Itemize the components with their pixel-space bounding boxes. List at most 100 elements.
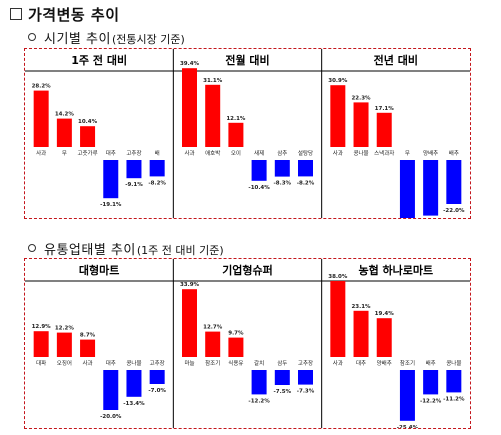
bar-category-label: 사과 — [184, 149, 194, 157]
bar-negative — [126, 160, 142, 179]
bar-category-label: 오이 — [231, 149, 241, 157]
bar-positive — [182, 68, 197, 147]
bar-negative — [274, 160, 290, 177]
chart-box-channel: 대형마트 12.9% 대파 12.2% 오징어 8.7% 사과 대추 -20.0% 콩나물 -13.… — [24, 258, 471, 429]
bar-category-label: 참조기 — [205, 359, 220, 367]
bar-value-label: -7.0% — [148, 388, 166, 394]
bar-negative — [423, 370, 439, 395]
bar-category-label: 무 — [62, 150, 67, 157]
bar-positive — [205, 84, 221, 147]
bar-value-label: -8.2% — [148, 180, 166, 186]
bar-positive — [330, 85, 346, 147]
bar-negative — [103, 160, 119, 199]
bar-category-label: 배추 — [449, 149, 459, 157]
bar-category-label: 대추 — [106, 149, 116, 157]
chart-box-period: 1주 전 대비 28.2% 사과 14.2% 무 10.4% 고춧가루 대추 -19.1% 고추장… — [24, 48, 471, 219]
circle-bullet-icon — [28, 33, 36, 41]
bar-negative — [274, 370, 290, 385]
bar-positive — [228, 122, 244, 147]
bar-value-label: 19.4% — [375, 311, 395, 317]
bar-value-label: 8.7% — [80, 333, 96, 339]
section-title: 유통업태별 추이 — [44, 242, 136, 258]
bar-category-label: 고추장 — [298, 360, 313, 367]
page-title-row: 가격변동 추이 — [10, 4, 120, 24]
bar-positive — [353, 310, 369, 357]
bar-category-label: 고추장 — [150, 360, 165, 367]
bar-category-label: 사과 — [333, 359, 343, 367]
bar-negative — [399, 160, 415, 218]
bar-value-label: -10.4% — [248, 185, 270, 191]
bar-category-label: 설탕당 — [298, 149, 313, 157]
section-heading-channel: 유통업태별 추이(1주 전 대비 기준) — [28, 240, 224, 258]
bar-value-label: -7.3% — [297, 389, 315, 395]
page-title: 가격변동 추이 — [28, 5, 120, 24]
bar-value-label: 22.3% — [351, 95, 371, 101]
bar-positive — [56, 118, 72, 147]
bar-category-label: 사과 — [333, 149, 343, 157]
bar-negative — [251, 160, 267, 181]
bar-value-label: 39.4% — [180, 61, 200, 67]
bar-category-label: 콩나물 — [446, 359, 461, 367]
panel-title: 전월 대비 — [225, 53, 269, 67]
bar-category-label: 오징어 — [57, 359, 72, 367]
bar-category-label: 삼추 — [277, 149, 287, 157]
panel-title: 전년 대비 — [374, 53, 418, 67]
panel-title: 농협 하나로마트 — [358, 263, 433, 277]
chart-group-period: 1주 전 대비 28.2% 사과 14.2% 무 10.4% 고춧가루 대추 -19.1% 고추장… — [25, 49, 470, 218]
bar-positive — [205, 331, 221, 357]
bar-negative — [298, 370, 313, 385]
bar-category-label: 콩나물 — [353, 149, 368, 157]
bar-positive — [376, 318, 392, 357]
bar-category-label: 식용유 — [228, 359, 243, 367]
bar-positive — [56, 332, 72, 357]
bar-value-label: 30.9% — [328, 78, 348, 84]
bar-value-label: -11.2% — [443, 396, 465, 402]
bar-value-label: 23.1% — [351, 304, 371, 310]
bar-value-label: 12.2% — [55, 326, 75, 332]
bar-value-label: 12.7% — [203, 325, 223, 331]
bar-value-label: 31.1% — [203, 78, 223, 84]
bar-category-label: 고춧가루 — [77, 149, 97, 157]
bar-value-label: 17.1% — [375, 106, 395, 112]
bar-category-label: 애호박 — [205, 149, 220, 157]
bar-category-label: 배 — [155, 149, 160, 157]
bar-negative — [423, 160, 439, 216]
bar-category-label: 대추 — [106, 359, 116, 367]
chart-group-channel: 대형마트 12.9% 대파 12.2% 오징어 8.7% 사과 대추 -20.0% 콩나물 -13.… — [25, 259, 470, 428]
bar-category-label: 대파 — [36, 359, 46, 367]
bar-category-label: 무 — [405, 150, 410, 157]
bar-positive — [376, 112, 392, 147]
section-title: 시기별 추이 — [44, 31, 111, 47]
bar-value-label: 12.1% — [226, 116, 246, 122]
checkbox-icon — [10, 8, 22, 20]
bar-category-label: 스낵과자 — [374, 149, 394, 157]
bar-positive — [228, 337, 244, 357]
bar-value-label: -8.3% — [274, 181, 292, 187]
bar-positive — [33, 331, 49, 357]
section-subtitle: (1주 전 대비 기준) — [136, 243, 224, 257]
bar-value-label: -7.5% — [274, 389, 292, 395]
bar-category-label: 삼두 — [277, 359, 287, 367]
panel-title: 1주 전 대비 — [71, 53, 127, 67]
section-subtitle: (전통시장 기준) — [111, 32, 185, 46]
bar-positive — [33, 90, 49, 147]
bar-positive — [330, 281, 346, 357]
bar-value-label: 10.4% — [78, 119, 98, 125]
bar-value-label: 9.7% — [228, 331, 244, 337]
bar-category-label: 콩나물 — [126, 359, 141, 367]
bar-category-label: 대추 — [356, 359, 366, 367]
bar-negative — [446, 160, 462, 204]
circle-bullet-icon — [28, 244, 36, 252]
bar-positive — [353, 102, 369, 147]
bar-negative — [149, 370, 165, 384]
bar-value-label: 38.0% — [328, 274, 348, 280]
bar-value-label: 33.9% — [180, 282, 200, 288]
bar-value-label: -13.4% — [123, 401, 145, 407]
bar-positive — [80, 339, 96, 357]
bar-value-label: -25.4% — [397, 425, 419, 428]
bar-value-label: -9.1% — [125, 182, 143, 188]
bar-category-label: 사과 — [83, 359, 93, 367]
bar-positive — [182, 289, 197, 357]
panel-title: 대형마트 — [79, 263, 119, 277]
bar-negative — [126, 370, 142, 397]
